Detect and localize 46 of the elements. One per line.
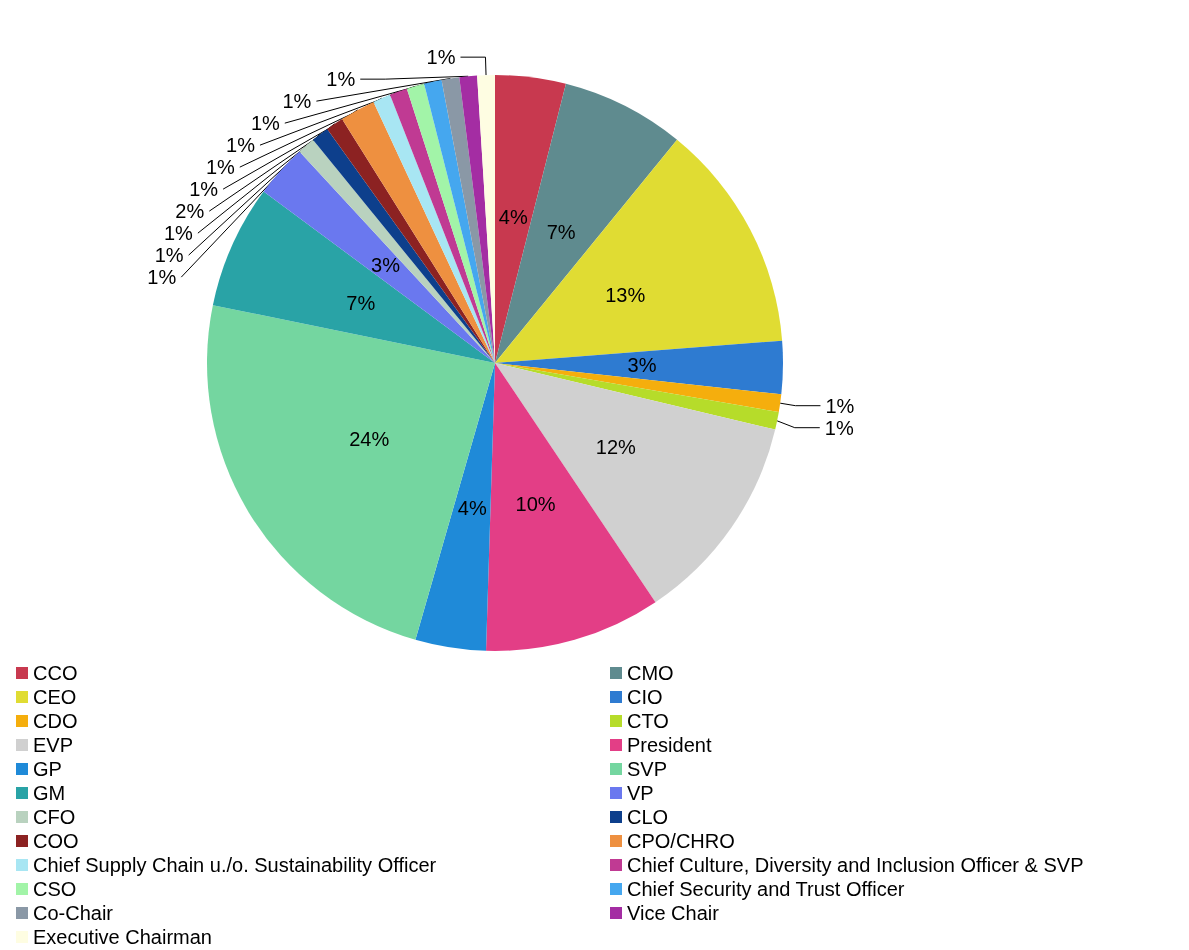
- data-label: 7%: [546, 220, 576, 243]
- legend-label: CFO: [33, 806, 76, 828]
- data-label: 2%: [175, 200, 205, 223]
- legend-label: CEO: [33, 686, 77, 708]
- legend-label: CLO: [627, 806, 669, 828]
- legend-label: CDO: [33, 710, 78, 732]
- legend-label: CIO: [627, 686, 663, 708]
- data-label: 13%: [605, 283, 646, 306]
- data-label: 1%: [825, 394, 855, 417]
- legend-label: Co-Chair: [33, 902, 114, 924]
- legend-label: CMO: [627, 662, 674, 684]
- data-label: 1%: [147, 266, 177, 289]
- data-label: 4%: [457, 497, 487, 520]
- legend-label: CCO: [33, 662, 78, 684]
- data-label: 10%: [515, 493, 556, 516]
- legend-label: CPO/CHRO: [627, 830, 735, 852]
- data-label: 7%: [346, 292, 376, 315]
- data-label: 3%: [371, 253, 401, 276]
- data-label: 1%: [205, 156, 235, 179]
- legend-label: GM: [33, 782, 66, 804]
- legend-label: EVP: [33, 734, 74, 756]
- data-label: 4%: [498, 206, 528, 229]
- data-label: 1%: [154, 244, 184, 267]
- legend-label: CTO: [627, 710, 669, 732]
- legend-label: Executive Chairman: [33, 926, 212, 948]
- legend-label: President: [627, 734, 712, 756]
- legend-label: Vice Chair: [627, 902, 720, 924]
- data-label: 1%: [163, 222, 194, 245]
- legend-label: Chief Security and Trust Officer: [627, 878, 905, 900]
- data-label: 1%: [824, 416, 854, 439]
- legend-label: COO: [33, 830, 79, 852]
- data-label: 24%: [349, 428, 390, 451]
- legend-label: VP: [627, 782, 654, 804]
- data-label: 1%: [250, 112, 280, 135]
- data-label: 1%: [189, 178, 219, 201]
- data-label: 1%: [226, 134, 256, 157]
- data-label: 1%: [326, 68, 356, 91]
- legend-label: SVP: [627, 758, 668, 780]
- data-label: 1%: [282, 90, 312, 113]
- legend-label: Chief Supply Chain u./o. Sustainability Officer: [33, 854, 437, 876]
- legend-label: CSO: [33, 878, 77, 900]
- legend-label: Chief Culture, Diversity and Inclusion Officer & SVP: [627, 854, 1084, 876]
- data-label: 3%: [627, 354, 657, 377]
- legend-label: GP: [33, 758, 62, 780]
- data-label: 12%: [595, 435, 637, 458]
- data-label: 1%: [426, 46, 456, 69]
